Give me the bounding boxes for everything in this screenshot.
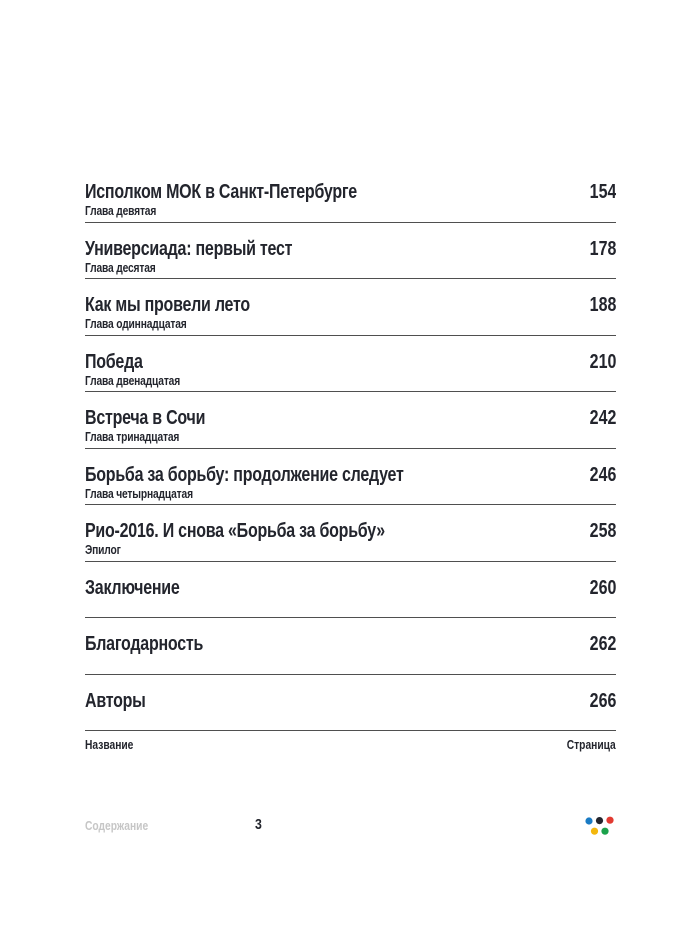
toc-entry-page: 210 bbox=[589, 350, 616, 373]
toc-entry-subtitle: Глава десятая bbox=[85, 260, 156, 275]
toc-entry: Авторы 266 bbox=[85, 675, 616, 731]
toc-entry-subtitle: Глава одиннадцатая bbox=[85, 317, 187, 331]
toc-entry-title: Авторы bbox=[85, 689, 146, 712]
toc-entry-page: 154 bbox=[589, 181, 616, 203]
page-footer: Содержание 3 bbox=[85, 816, 616, 840]
toc-entry: Благодарность 262 bbox=[85, 618, 616, 675]
toc-entry-title: Исполком МОК в Санкт-Петербурге bbox=[85, 181, 357, 203]
toc-entry-title: Заключение bbox=[85, 576, 180, 599]
toc-entry-page: 260 bbox=[589, 576, 616, 599]
toc-entry: Универсиада: первый тест 178 Глава десят… bbox=[85, 223, 616, 279]
toc-entry-subtitle: Глава тринадцатая bbox=[85, 430, 180, 444]
toc-entry: Рио-2016. И снова «Борьба за борьбу» 258… bbox=[85, 505, 616, 562]
toc-entry-page: 246 bbox=[589, 463, 616, 486]
toc-entry: Исполком МОК в Санкт-Петербурге 154 Глав… bbox=[85, 166, 616, 223]
toc-entry-page: 242 bbox=[589, 407, 616, 429]
toc-entry-page: 178 bbox=[589, 237, 616, 260]
toc-entry-subtitle: Глава двенадцатая bbox=[85, 373, 181, 388]
toc-entry-head: Как мы провели лето 188 bbox=[85, 295, 616, 315]
column-headers-row: Название Страница bbox=[85, 738, 616, 752]
toc-entry-subtitle: Глава девятая bbox=[85, 204, 157, 218]
footer-section-label: Содержание bbox=[85, 819, 149, 833]
olympic-dots-logo bbox=[585, 816, 614, 835]
column-header-page: Страница bbox=[566, 738, 616, 752]
toc-entry-title: Встреча в Сочи bbox=[85, 407, 206, 429]
toc-entry-head: Заключение 260 bbox=[85, 578, 616, 598]
toc-entry-head: Победа 210 bbox=[85, 352, 616, 372]
toc-entry: Встреча в Сочи 242 Глава тринадцатая bbox=[85, 392, 616, 449]
toc-entry-page: 258 bbox=[589, 520, 616, 542]
toc-entry: Как мы провели лето 188 Глава одиннадцат… bbox=[85, 279, 616, 336]
toc-entry-subtitle: Эпилог bbox=[85, 543, 121, 557]
toc-entry-title: Победа bbox=[85, 350, 143, 373]
toc-entry-subtitle: Глава четырнадцатая bbox=[85, 486, 193, 501]
page-number: 3 bbox=[255, 816, 262, 833]
toc-entry-head: Рио-2016. И снова «Борьба за борьбу» 258 bbox=[85, 521, 616, 541]
toc-entry-head: Благодарность 262 bbox=[85, 634, 616, 654]
toc-entry-list: Исполком МОК в Санкт-Петербурге 154 Глав… bbox=[85, 166, 616, 731]
column-header-title: Название bbox=[85, 738, 134, 752]
toc-entry: Победа 210 Глава двенадцатая bbox=[85, 336, 616, 392]
toc-entry-head: Авторы 266 bbox=[85, 691, 616, 711]
table-of-contents: Исполком МОК в Санкт-Петербурге 154 Глав… bbox=[85, 166, 616, 752]
toc-entry: Борьба за борьбу: продолжение следует 24… bbox=[85, 449, 616, 505]
toc-entry-title: Как мы провели лето bbox=[85, 294, 250, 316]
toc-entry-page: 266 bbox=[589, 689, 616, 712]
toc-entry-title: Борьба за борьбу: продолжение следует bbox=[85, 463, 404, 486]
toc-entry-title: Рио-2016. И снова «Борьба за борьбу» bbox=[85, 520, 385, 542]
toc-entry-head: Борьба за борьбу: продолжение следует 24… bbox=[85, 465, 616, 485]
toc-entry-head: Встреча в Сочи 242 bbox=[85, 408, 616, 428]
toc-entry-page: 188 bbox=[589, 294, 616, 316]
toc-entry: Заключение 260 bbox=[85, 562, 616, 618]
toc-entry-head: Универсиада: первый тест 178 bbox=[85, 239, 616, 259]
toc-entry-title: Универсиада: первый тест bbox=[85, 237, 293, 260]
toc-entry-head: Исполком МОК в Санкт-Петербурге 154 bbox=[85, 182, 616, 202]
toc-entry-page: 262 bbox=[589, 633, 616, 655]
toc-entry-title: Благодарность bbox=[85, 633, 204, 655]
